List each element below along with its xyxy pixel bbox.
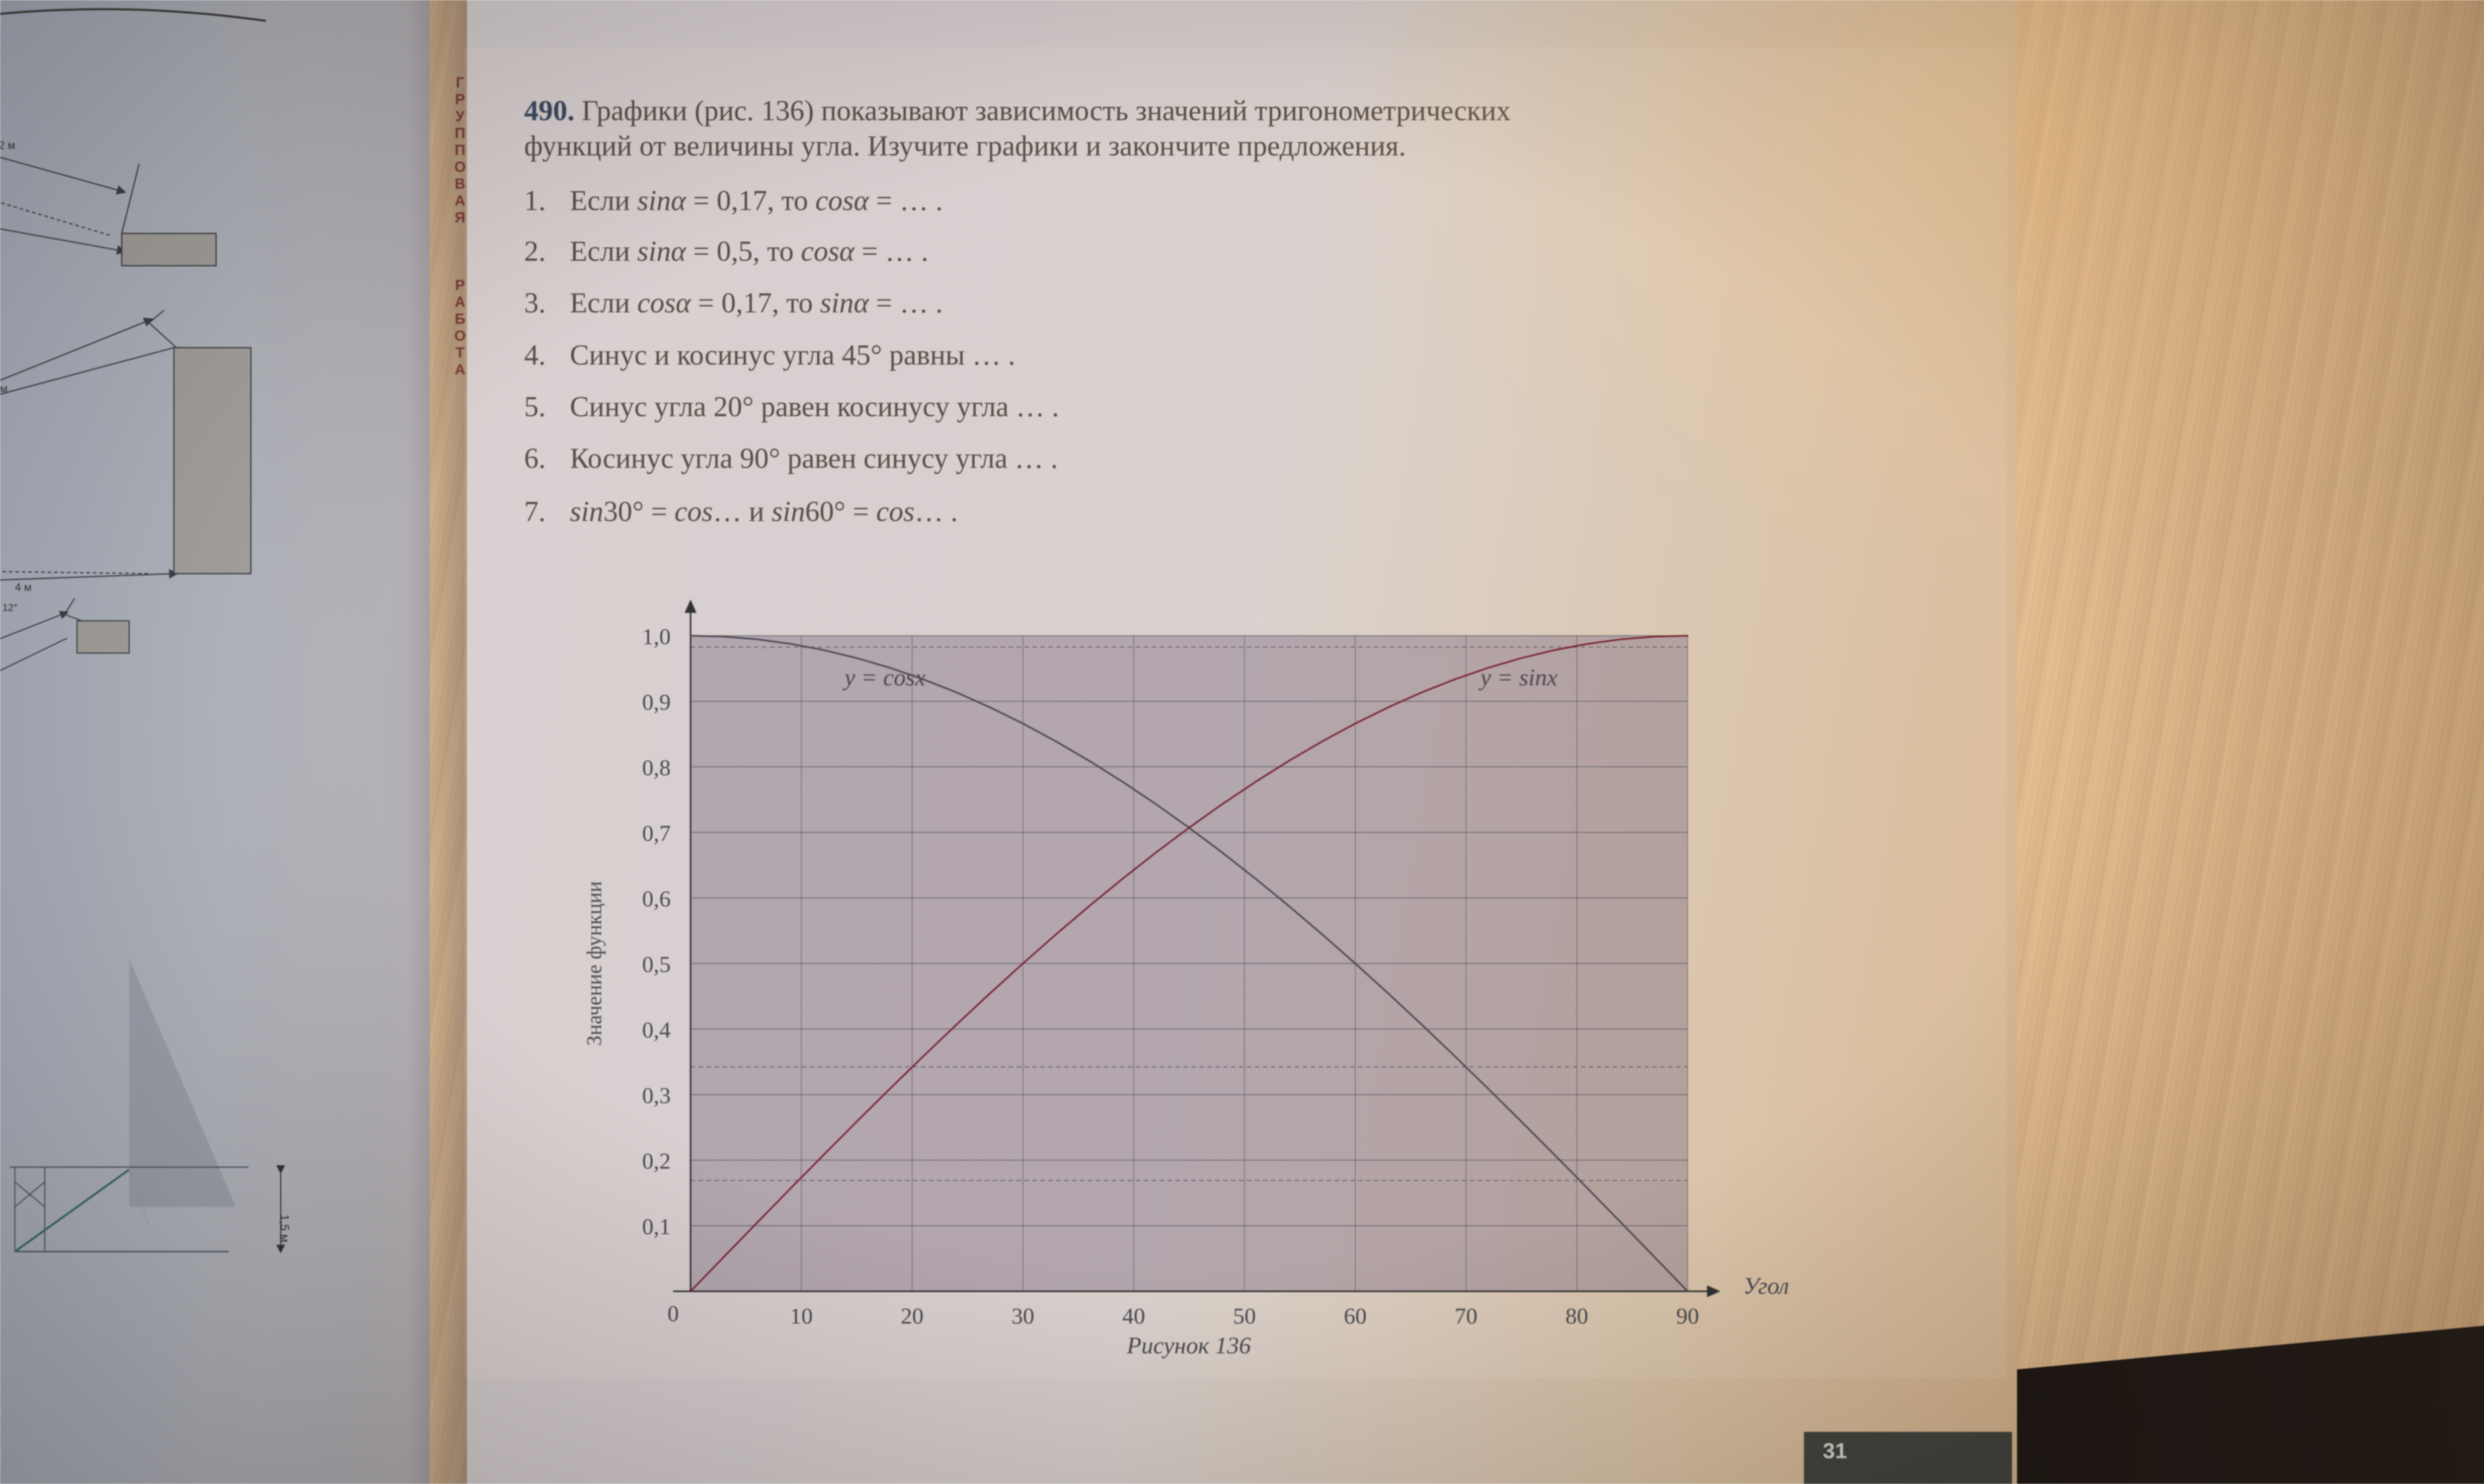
svg-text:0,5: 0,5 (642, 952, 671, 977)
svg-text:0,2: 0,2 (642, 1148, 671, 1174)
svg-text:y = cosx: y = cosx (842, 665, 926, 691)
svg-text:80: 80 (1565, 1303, 1588, 1329)
svg-text:0,7: 0,7 (642, 820, 671, 846)
svg-text:0,6: 0,6 (642, 886, 671, 911)
svg-text:Угол: Угол (1743, 1273, 1789, 1299)
svg-text:Значение функции: Значение функции (583, 881, 606, 1046)
svg-text:y = sinx: y = sinx (1478, 665, 1557, 691)
svg-text:0,3: 0,3 (642, 1083, 671, 1108)
svg-text:50: 50 (1233, 1303, 1256, 1329)
svg-text:20: 20 (901, 1303, 924, 1329)
svg-text:Рисунок 136: Рисунок 136 (1126, 1333, 1251, 1359)
svg-text:60: 60 (1344, 1303, 1367, 1329)
svg-text:0,4: 0,4 (642, 1017, 671, 1042)
svg-text:0: 0 (668, 1301, 679, 1326)
svg-text:0,8: 0,8 (642, 755, 671, 780)
svg-text:0,9: 0,9 (642, 689, 671, 715)
svg-text:10: 10 (790, 1303, 813, 1329)
svg-text:30: 30 (1011, 1303, 1034, 1329)
svg-text:1,0: 1,0 (642, 624, 671, 649)
svg-text:0,1: 0,1 (642, 1214, 671, 1239)
svg-text:70: 70 (1455, 1303, 1477, 1329)
svg-text:90: 90 (1676, 1303, 1699, 1329)
svg-text:40: 40 (1122, 1303, 1145, 1329)
